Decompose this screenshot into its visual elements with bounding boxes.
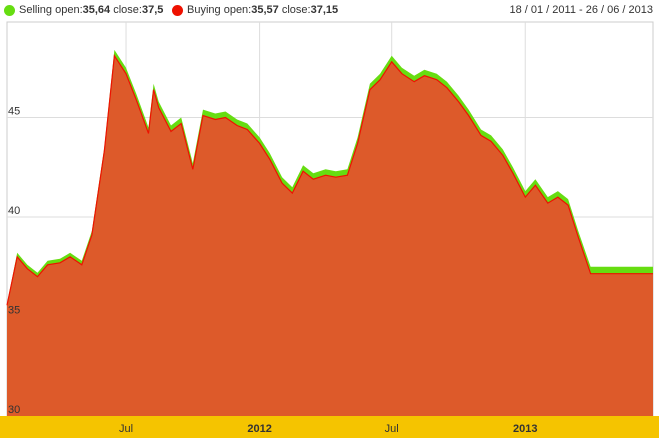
x-tick-label-2: Jul xyxy=(385,423,399,435)
selling-close-label: close: xyxy=(113,4,142,16)
legend-item-selling[interactable]: Selling open: 35,64 close: 37,5 xyxy=(4,4,163,16)
series-area-buying xyxy=(7,55,653,417)
selling-dot-icon xyxy=(4,4,15,16)
y-tick-label-2: 40 xyxy=(8,205,20,217)
series-line-buying xyxy=(6,54,653,306)
legend-bar: Selling open: 35,64 close: 37,5 Buying ope… xyxy=(0,0,659,22)
x-tick-label-0: Jul xyxy=(119,423,133,435)
buying-close-label: close: xyxy=(281,4,311,16)
selling-label: Selling xyxy=(19,4,53,16)
buying-open-value: 35,57 xyxy=(251,4,279,16)
selling-close-value: 37,5 xyxy=(141,4,164,16)
buying-label: Buying xyxy=(187,4,221,16)
buying-open-label: open: xyxy=(223,4,252,16)
selling-open-label: open: xyxy=(55,4,83,16)
y-tick-label-3: 45 xyxy=(8,106,20,118)
legend-item-buying[interactable]: Buying open: 35,57 close: 37,15 xyxy=(172,4,338,16)
x-tick-label-1: 2012 xyxy=(247,423,271,435)
y-tick-label-1: 35 xyxy=(8,305,20,317)
x-axis-band xyxy=(0,416,659,438)
selling-open-value: 35,64 xyxy=(82,4,111,16)
buying-close-value: 37,15 xyxy=(310,4,339,16)
y-tick-label-0: 30 xyxy=(8,404,20,416)
x-tick-label-3: 2013 xyxy=(513,423,537,435)
date-range: 18 / 01 / 2011 - 26 / 06 / 2013 xyxy=(509,4,653,16)
buying-dot-icon xyxy=(172,4,183,16)
